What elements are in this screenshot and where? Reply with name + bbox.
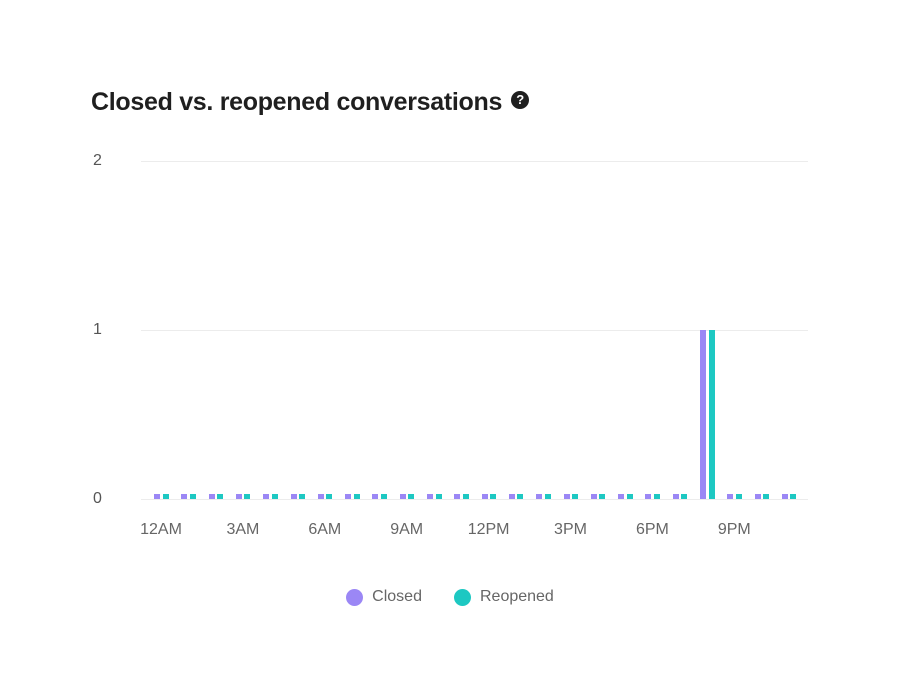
bar-closed[interactable]: [427, 494, 433, 499]
bar-closed[interactable]: [590, 494, 597, 499]
bar-reopened[interactable]: [599, 494, 606, 499]
bar-reopened[interactable]: [572, 494, 578, 499]
gridline: [141, 161, 808, 162]
bar-closed[interactable]: [481, 494, 488, 499]
bar-closed[interactable]: [645, 494, 652, 499]
bar-closed[interactable]: [781, 494, 788, 499]
bar-reopened[interactable]: [299, 494, 305, 499]
bar-reopened[interactable]: [189, 494, 196, 499]
bar-closed[interactable]: [454, 494, 461, 499]
bar-closed[interactable]: [181, 494, 188, 499]
bar-reopened[interactable]: [244, 494, 251, 499]
legend-item-closed[interactable]: Closed: [346, 588, 422, 606]
x-tick-label: 6PM: [635, 521, 669, 538]
x-tick-label: 9PM: [717, 521, 751, 538]
bar-reopened[interactable]: [544, 494, 551, 499]
y-tick-label: 2: [93, 152, 102, 169]
bar-closed[interactable]: [372, 494, 379, 499]
closed-dot-icon: [346, 588, 364, 606]
bar-closed[interactable]: [263, 494, 270, 499]
legend-label-reopened: Reopened: [479, 588, 554, 605]
bar-closed[interactable]: [672, 494, 679, 499]
bar-closed[interactable]: [345, 494, 352, 499]
bar-reopened[interactable]: [763, 494, 770, 499]
bar-reopened[interactable]: [626, 494, 633, 499]
bar-closed[interactable]: [563, 494, 570, 499]
bar-reopened[interactable]: [408, 494, 415, 499]
question-circle-icon[interactable]: ?: [511, 90, 530, 109]
x-tick-label: 3PM: [554, 521, 587, 538]
y-tick-label: 0: [93, 490, 102, 507]
x-tick-label: 9AM: [390, 521, 424, 538]
bar-reopened[interactable]: [708, 330, 715, 499]
chart-title: Closed vs. reopened conversations ?: [91, 88, 530, 117]
bar-reopened[interactable]: [435, 494, 442, 499]
bar-reopened[interactable]: [217, 494, 224, 499]
bar-closed[interactable]: [700, 330, 706, 499]
bar-reopened[interactable]: [490, 494, 497, 499]
bar-closed[interactable]: [317, 494, 324, 499]
bar-closed[interactable]: [399, 494, 406, 499]
bar-reopened[interactable]: [162, 494, 169, 499]
bar-closed[interactable]: [727, 494, 734, 499]
legend-label-closed: Closed: [372, 588, 422, 605]
bar-closed[interactable]: [208, 494, 215, 499]
x-tick-label: 3AM: [226, 521, 260, 538]
y-tick-label: 1: [93, 321, 102, 338]
reopened-dot-icon: [453, 588, 471, 606]
bar-reopened[interactable]: [735, 494, 742, 499]
chart-title-text: Closed vs. reopened conversations: [91, 88, 503, 116]
gridline: [141, 330, 808, 331]
bar-reopened[interactable]: [271, 494, 278, 499]
x-tick-label: 12PM: [467, 521, 510, 538]
bar-reopened[interactable]: [681, 494, 688, 499]
bar-closed[interactable]: [754, 494, 761, 499]
bar-reopened[interactable]: [326, 494, 333, 499]
chart-legend: Closed Reopened: [0, 588, 900, 606]
bar-closed[interactable]: [618, 494, 625, 499]
x-tick-label: 12AM: [140, 521, 182, 538]
bar-reopened[interactable]: [653, 494, 660, 499]
bar-reopened[interactable]: [353, 494, 360, 499]
gridline: [141, 499, 808, 500]
bar-reopened[interactable]: [517, 494, 524, 499]
legend-item-reopened[interactable]: Reopened: [453, 588, 554, 606]
bar-reopened[interactable]: [380, 494, 387, 499]
x-tick-label: 6AM: [308, 521, 342, 538]
bar-closed[interactable]: [290, 494, 297, 499]
bar-reopened[interactable]: [790, 494, 797, 499]
bar-closed[interactable]: [508, 494, 515, 499]
bar-closed[interactable]: [235, 494, 242, 499]
bar-closed[interactable]: [154, 494, 160, 499]
bar-reopened[interactable]: [462, 494, 469, 499]
bar-closed[interactable]: [536, 494, 543, 499]
